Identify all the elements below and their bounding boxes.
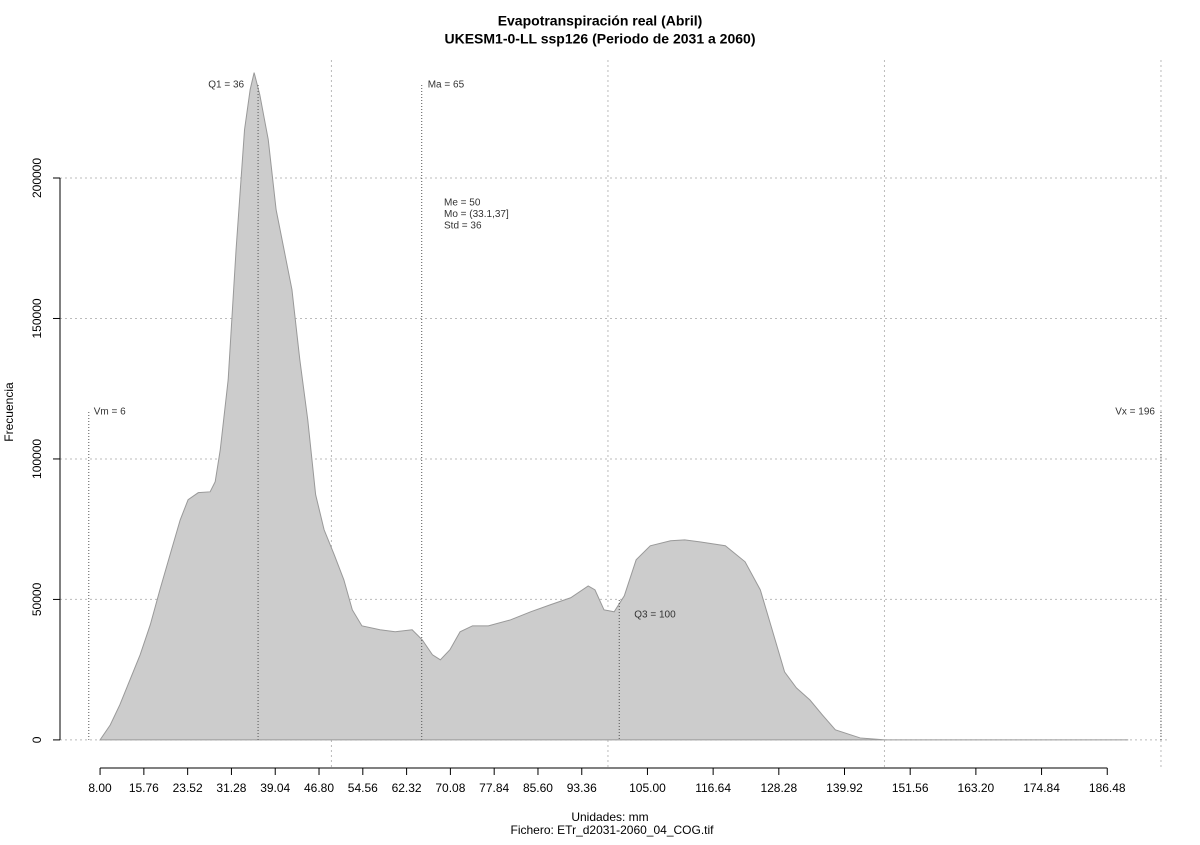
- x-tick-label: 186.48: [1089, 781, 1126, 795]
- x-tick-label: 8.00: [88, 781, 112, 795]
- x-tick-label: 31.28: [216, 781, 246, 795]
- y-tick-label: 0: [30, 736, 44, 743]
- y-tick-label: 200000: [30, 158, 44, 198]
- x-tick-label: 39.04: [260, 781, 290, 795]
- y-tick-label: 100000: [30, 439, 44, 479]
- x-tick-label: 85.60: [523, 781, 553, 795]
- chart-title: Evapotranspiración real (Abril): [498, 13, 703, 29]
- marker-label: Vm = 6: [94, 407, 126, 418]
- x-tick-label: 105.00: [629, 781, 666, 795]
- stat-annotation: Me = 50: [444, 198, 481, 209]
- y-tick-label: 50000: [30, 582, 44, 616]
- x-tick-label: 116.64: [695, 781, 731, 795]
- caption: Fichero: ETr_d2031-2060_04_COG.tif: [511, 823, 715, 837]
- chart-subtitle: UKESM1-0-LL ssp126 (Periodo de 2031 a 20…: [445, 31, 756, 47]
- x-tick-label: 77.84: [479, 781, 509, 795]
- marker-label: Q1 = 36: [208, 80, 244, 91]
- x-tick-label: 163.20: [958, 781, 995, 795]
- y-tick-label: 150000: [30, 298, 44, 338]
- y-axis-label: Frecuencia: [2, 382, 16, 442]
- x-tick-label: 151.56: [892, 781, 929, 795]
- x-tick-label: 54.56: [348, 781, 378, 795]
- marker-label: Ma = 65: [428, 80, 465, 91]
- x-tick-label: 46.80: [304, 781, 334, 795]
- x-tick-label: 62.32: [392, 781, 422, 795]
- density-area: [99, 72, 1129, 741]
- marker-label: Vx = 196: [1115, 407, 1155, 418]
- x-tick-label: 174.84: [1023, 781, 1060, 795]
- x-tick-label: 15.76: [129, 781, 159, 795]
- x-tick-label: 23.52: [173, 781, 203, 795]
- x-tick-label: 139.92: [826, 781, 863, 795]
- stat-annotation: Std = 36: [444, 221, 482, 232]
- x-tick-label: 128.28: [760, 781, 797, 795]
- x-tick-label: 70.08: [435, 781, 465, 795]
- marker-label: Q3 = 100: [634, 610, 676, 621]
- x-tick-label: 93.36: [567, 781, 597, 795]
- x-axis-label: Unidades: mm: [571, 810, 648, 824]
- stat-annotation: Mo = (33.1,37]: [444, 209, 509, 220]
